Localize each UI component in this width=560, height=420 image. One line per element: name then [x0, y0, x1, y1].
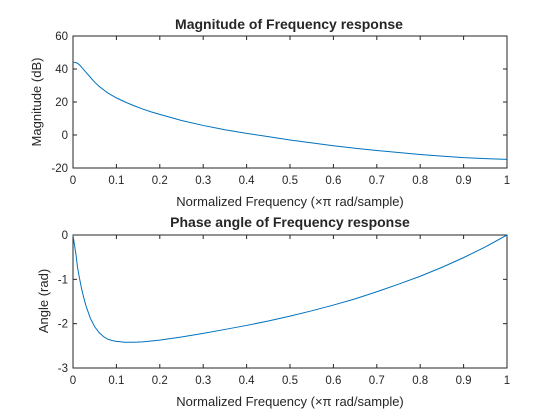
- phase-x-tick-label: 0.6: [325, 375, 341, 387]
- magnitude-x-tick-label: 1: [504, 175, 510, 187]
- magnitude-plot-xlabel: Normalized Frequency (×π rad/sample): [176, 194, 404, 209]
- magnitude-plot-axes-box: [72, 35, 508, 169]
- phase-x-tick-label: 0: [70, 375, 76, 387]
- phase-plot-title: Phase angle of Frequency response: [170, 214, 410, 230]
- magnitude-x-tick-label: 0.9: [456, 175, 472, 187]
- phase-plot: Phase angle of Frequency response 0 0.1 0.…: [36, 214, 510, 409]
- phase-series-line: [72, 234, 508, 343]
- magnitude-x-tick-label: 0.8: [412, 175, 428, 187]
- phase-plot-xlabel: Normalized Frequency (×π rad/sample): [176, 394, 404, 409]
- magnitude-x-tick-label: 0.3: [195, 175, 211, 187]
- magnitude-x-tick-label: 0.1: [108, 175, 124, 187]
- phase-x-tick-label: 1: [504, 375, 510, 387]
- magnitude-x-tick-label: 0.2: [152, 175, 168, 187]
- phase-x-tick-label: 0.3: [195, 375, 211, 387]
- magnitude-plot-title: Magnitude of Frequency response: [175, 16, 403, 32]
- phase-x-tick-label: 0.4: [239, 375, 256, 387]
- magnitude-y-tick-label: 20: [55, 97, 68, 109]
- phase-plot-x-ticks: 0 0.1 0.2 0.3 0.4 0.5 0.6 0.7 0.8 0.9 1: [70, 235, 510, 387]
- phase-x-tick-label: 0.1: [108, 375, 124, 387]
- phase-x-tick-label: 0.9: [456, 375, 472, 387]
- phase-x-tick-label: 0.2: [152, 375, 168, 387]
- phase-plot-axes-box: [72, 234, 508, 369]
- magnitude-x-tick-label: 0.6: [325, 175, 341, 187]
- phase-x-tick-label: 0.5: [282, 375, 298, 387]
- magnitude-x-tick-label: 0: [70, 175, 76, 187]
- magnitude-plot: Magnitude of Frequency response 0 0.1 0.2 0…: [29, 16, 510, 209]
- phase-y-tick-label: -1: [58, 274, 68, 286]
- phase-plot-ylabel: Angle (rad): [36, 269, 51, 333]
- magnitude-x-tick-label: 0.7: [369, 175, 385, 187]
- magnitude-y-tick-label: 0: [62, 130, 68, 142]
- phase-y-tick-label: 0: [62, 230, 68, 242]
- phase-x-tick-label: 0.7: [369, 375, 385, 387]
- magnitude-plot-ylabel: Magnitude (dB): [29, 58, 44, 147]
- magnitude-y-tick-label: 40: [55, 64, 68, 76]
- phase-plot-y-ticks: -3 -2 -1 0: [58, 230, 507, 375]
- magnitude-plot-x-ticks: 0 0.1 0.2 0.3 0.4 0.5 0.6 0.7 0.8 0.9 1: [70, 36, 510, 187]
- phase-x-tick-label: 0.8: [412, 375, 428, 387]
- phase-y-tick-label: -3: [58, 363, 68, 375]
- magnitude-y-tick-label: -20: [51, 163, 68, 175]
- phase-y-tick-label: -2: [58, 319, 68, 331]
- magnitude-x-tick-label: 0.4: [239, 175, 256, 187]
- magnitude-series-line: [73, 61, 508, 160]
- magnitude-y-tick-label: 60: [55, 31, 68, 43]
- magnitude-plot-y-ticks: -20 0 20 40 60: [51, 31, 507, 175]
- magnitude-x-tick-label: 0.5: [282, 175, 298, 187]
